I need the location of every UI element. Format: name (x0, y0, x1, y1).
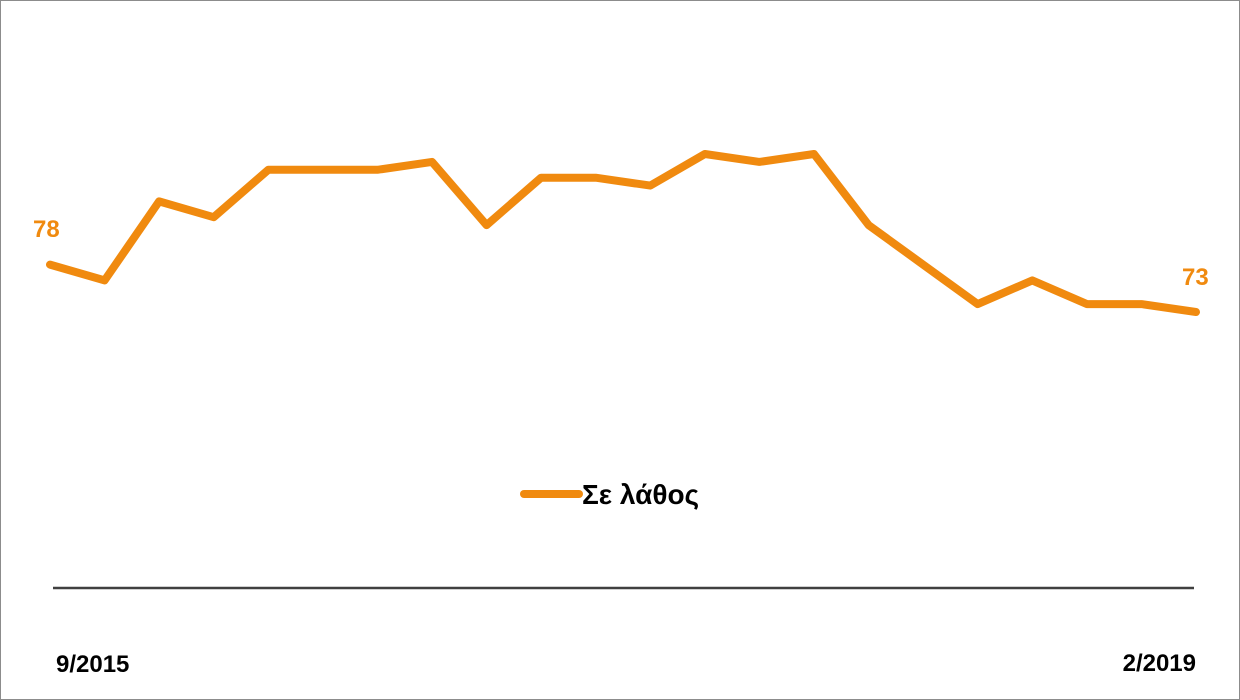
legend: Σε λάθος (520, 479, 699, 510)
x-axis-end-label: 2/2019 (1123, 650, 1196, 677)
series-line-0 (46, 150, 1200, 316)
series-layer (46, 150, 1200, 316)
first-value-label: 78 (33, 216, 60, 243)
x-axis-start-label: 9/2015 (56, 651, 129, 678)
legend-label: Σε λάθος (582, 479, 699, 510)
last-value-label: 73 (1182, 264, 1209, 291)
